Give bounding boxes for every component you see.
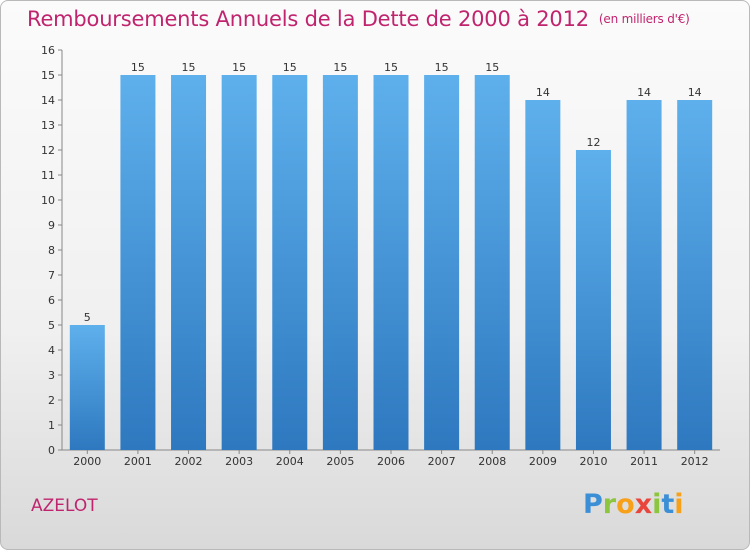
y-tick-label: 10 (41, 194, 55, 207)
x-tick-label: 2003 (225, 455, 253, 468)
logo-letter: P (583, 489, 603, 520)
bar (626, 100, 662, 450)
x-tick-label: 2010 (579, 455, 607, 468)
chart-title-text: Remboursements Annuels de la Dette de 20… (27, 7, 589, 31)
data-label: 14 (637, 86, 651, 99)
bar (575, 150, 611, 450)
y-tick-label: 12 (41, 144, 55, 157)
bar (69, 325, 105, 450)
bar (171, 75, 207, 450)
y-tick-label: 1 (48, 419, 55, 432)
chart-unit: (en milliers d'€) (598, 12, 690, 26)
x-tick-label: 2007 (428, 455, 456, 468)
proxiti-logo: Proxiti (583, 489, 684, 520)
bar (322, 75, 358, 450)
y-tick-label: 3 (48, 369, 55, 382)
x-tick-label: 2004 (276, 455, 304, 468)
y-tick-label: 6 (48, 294, 55, 307)
y-tick-label: 7 (48, 269, 55, 282)
x-tick-label: 2008 (478, 455, 506, 468)
data-label: 15 (182, 61, 196, 74)
bar (424, 75, 460, 450)
bar (120, 75, 156, 450)
y-tick-label: 2 (48, 394, 55, 407)
x-tick-label: 2011 (630, 455, 658, 468)
x-tick-label: 2001 (124, 455, 152, 468)
y-tick-label: 5 (48, 319, 55, 332)
data-label: 15 (435, 61, 449, 74)
y-tick-label: 4 (48, 344, 55, 357)
logo-letter: i (674, 489, 684, 520)
y-tick-label: 16 (41, 44, 55, 57)
data-label: 12 (586, 136, 600, 149)
x-tick-label: 2006 (377, 455, 405, 468)
y-tick-label: 13 (41, 119, 55, 132)
data-label: 5 (84, 311, 91, 324)
y-tick-label: 14 (41, 94, 55, 107)
data-label: 15 (384, 61, 398, 74)
y-tick-label: 9 (48, 219, 55, 232)
y-tick-label: 11 (41, 169, 55, 182)
y-tick-label: 0 (48, 444, 55, 457)
bar (677, 100, 713, 450)
data-label: 15 (131, 61, 145, 74)
x-tick-label: 2005 (326, 455, 354, 468)
data-label: 15 (283, 61, 297, 74)
logo-letter: i (652, 489, 662, 520)
x-tick-label: 2012 (681, 455, 709, 468)
data-label: 15 (485, 61, 499, 74)
logo-letter: x (634, 489, 653, 520)
logo-letter: r (602, 489, 617, 520)
y-tick-label: 15 (41, 69, 55, 82)
data-label: 14 (688, 86, 702, 99)
x-tick-label: 2000 (73, 455, 101, 468)
y-tick-label: 8 (48, 244, 55, 257)
data-label: 15 (232, 61, 246, 74)
bar (221, 75, 257, 450)
chart-title: Remboursements Annuels de la Dette de 20… (27, 7, 690, 31)
x-tick-label: 2009 (529, 455, 557, 468)
bar (474, 75, 510, 450)
data-label: 15 (333, 61, 347, 74)
x-tick-label: 2002 (175, 455, 203, 468)
commune-name: AZELOT (31, 496, 98, 516)
bar (525, 100, 561, 450)
bar (373, 75, 409, 450)
logo-letter: t (661, 489, 675, 520)
data-label: 14 (536, 86, 550, 99)
logo-letter: o (616, 489, 635, 520)
bar (272, 75, 308, 450)
